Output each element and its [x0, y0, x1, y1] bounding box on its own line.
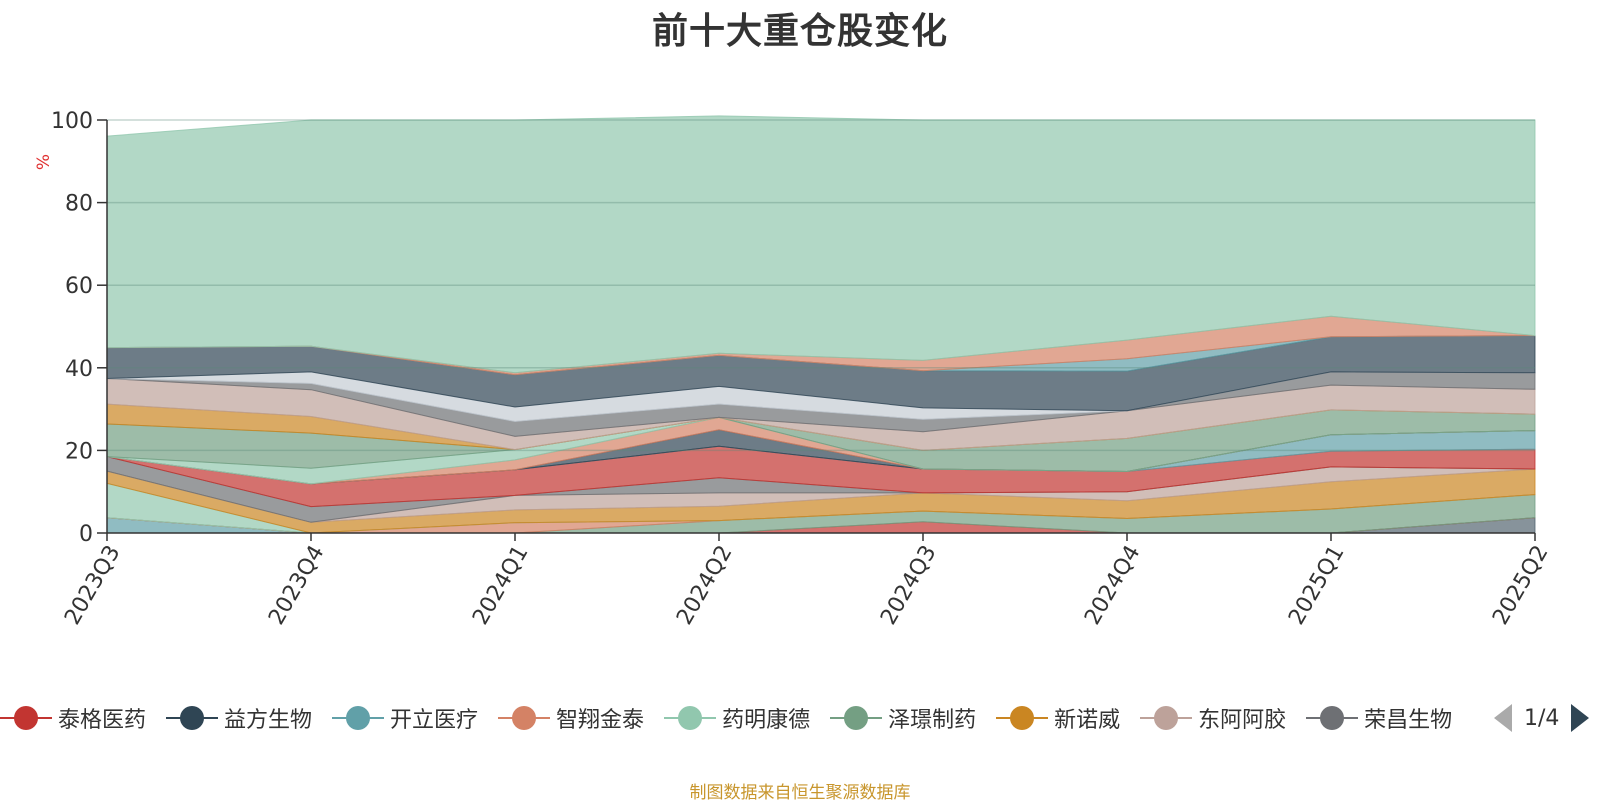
legend-marker-icon: [664, 705, 717, 731]
legend-viewport: 泰格医药 益方生物 开立医疗 智翔金泰 药明康德 泽璟制药 新诺威 东阿阿胶 荣昌生物: [0, 700, 1484, 736]
legend-item[interactable]: 开立医疗: [332, 702, 478, 734]
legend-items: 泰格医药 益方生物 开立医疗 智翔金泰 药明康德 泽璟制药 新诺威 东阿阿胶 荣昌生物: [0, 700, 1472, 736]
x-tick-label-3: 2024Q2: [672, 541, 737, 629]
legend-marker-icon: [1140, 705, 1193, 731]
legend: 泰格医药 益方生物 开立医疗 智翔金泰 药明康德 泽璟制药 新诺威 东阿阿胶 荣昌生物 1/4: [0, 700, 1600, 736]
chart-title: 前十大重仓股变化: [651, 11, 948, 52]
x-tick-label-7: 2025Q2: [1488, 541, 1553, 629]
x-tick-label-4: 2024Q3: [876, 541, 941, 629]
area-chart: 0 20 40 60 80 100 2023Q3 2023Q4 2024Q1 2024Q2 2024…: [51, 109, 1554, 629]
legend-item-label: 泽璟制药: [888, 708, 977, 733]
legend-item-label: 泰格医药: [58, 708, 147, 733]
legend-item[interactable]: 东阿阿胶: [1140, 702, 1286, 734]
legend-pager: 1/4: [1494, 700, 1590, 736]
legend-item[interactable]: 荣昌生物: [1306, 702, 1452, 734]
legend-marker-icon: [1306, 705, 1359, 731]
legend-page-indicator: 1/4: [1524, 705, 1560, 731]
legend-marker-icon: [996, 705, 1049, 731]
legend-next-arrow-icon[interactable]: [1571, 704, 1590, 732]
legend-marker-icon: [332, 705, 385, 731]
legend-item[interactable]: 药明康德: [664, 702, 810, 734]
legend-marker-icon: [0, 705, 52, 731]
y-tick-label-5: 100: [51, 109, 93, 134]
legend-item[interactable]: 新诺威: [996, 702, 1120, 734]
y-tick-label-1: 20: [65, 439, 93, 464]
legend-prev-arrow-icon[interactable]: [1494, 704, 1512, 732]
x-tick-label-2: 2024Q1: [468, 541, 533, 629]
legend-item[interactable]: 益方生物: [166, 702, 312, 734]
legend-item[interactable]: 泰格医药: [0, 702, 146, 734]
legend-item-label: 益方生物: [224, 708, 313, 733]
legend-item[interactable]: 智翔金泰: [498, 702, 644, 734]
legend-item[interactable]: 泽璟制药: [830, 702, 976, 734]
x-tick-label-1: 2023Q4: [264, 541, 329, 629]
legend-marker-icon: [498, 705, 551, 731]
x-tick-label-5: 2024Q4: [1080, 541, 1145, 629]
legend-marker-icon: [166, 705, 219, 731]
legend-marker-icon: [830, 705, 883, 731]
legend-item-label: 荣昌生物: [1364, 708, 1453, 733]
y-tick-label-4: 80: [65, 192, 93, 217]
legend-item-label: 新诺威: [1054, 708, 1121, 733]
legend-item-label: 智翔金泰: [556, 708, 645, 733]
legend-item-label: 东阿阿胶: [1198, 708, 1287, 733]
y-tick-label-0: 0: [79, 522, 93, 547]
legend-item-label: 开立医疗: [390, 708, 479, 733]
area-series-22: [106, 115, 1536, 374]
x-tick-label-0: 2023Q3: [60, 541, 125, 629]
y-tick-label-2: 40: [65, 357, 93, 382]
data-source-note: 制图数据来自恒生聚源数据库: [689, 783, 911, 803]
x-tick-label-6: 2025Q1: [1284, 541, 1349, 629]
y-tick-label-3: 60: [65, 274, 93, 299]
legend-item-label: 药明康德: [722, 708, 811, 733]
